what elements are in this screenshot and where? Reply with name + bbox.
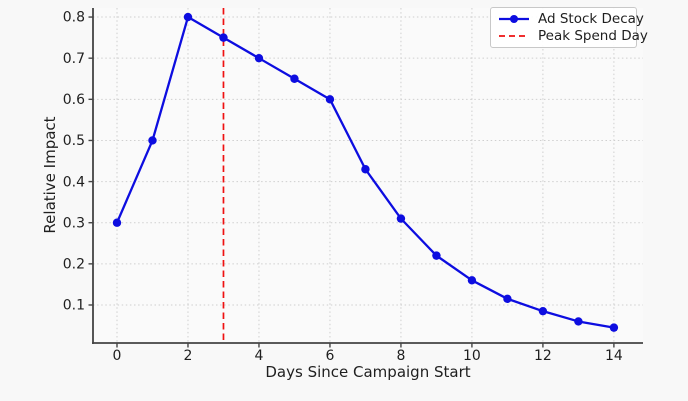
legend: Ad Stock Decay Peak Spend Day	[490, 7, 648, 48]
y-axis-label: Relative Impact	[41, 116, 59, 234]
x-tick-label: 4	[255, 348, 264, 364]
legend-label-ad-stock-decay: Ad Stock Decay	[538, 10, 644, 27]
data-point-marker	[538, 306, 548, 316]
x-tick-label: 8	[396, 348, 405, 364]
x-tick-label: 14	[605, 348, 623, 364]
x-tick-label: 2	[184, 348, 193, 364]
y-tick-label: 0.5	[63, 133, 85, 149]
data-point-marker	[325, 95, 335, 104]
x-tick-label: 10	[463, 348, 481, 364]
data-point-marker	[396, 214, 406, 223]
plot-background	[93, 8, 643, 343]
legend-item-ad-stock-decay: Ad Stock Decay	[497, 10, 644, 28]
legend-item-peak-spend-day: Peak Spend Day	[497, 28, 648, 46]
data-point-marker	[574, 317, 583, 326]
y-tick-label: 0.7	[63, 51, 85, 67]
y-tick-label: 0.1	[63, 298, 85, 314]
data-point-marker	[432, 251, 441, 260]
line-with-marker-swatch-icon	[499, 14, 529, 23]
data-point-marker	[503, 294, 512, 304]
dashed-line-swatch-icon	[499, 35, 529, 38]
y-tick-label: 0.8	[63, 10, 85, 26]
data-point-marker	[361, 165, 370, 174]
data-point-marker	[290, 74, 299, 83]
y-tick-label: 0.6	[63, 92, 85, 108]
data-point-marker	[609, 323, 619, 332]
x-axis-label: Days Since Campaign Start	[265, 363, 471, 381]
x-tick-label: 6	[325, 348, 334, 364]
x-tick-label: 0	[113, 348, 122, 364]
y-tick-label: 0.2	[63, 257, 85, 273]
data-point-marker	[467, 276, 477, 285]
y-tick-label: 0.3	[63, 215, 85, 231]
data-point-marker	[254, 53, 264, 63]
data-point-marker	[219, 33, 228, 42]
data-point-marker	[183, 12, 193, 22]
legend-label-peak-spend-day: Peak Spend Day	[538, 28, 648, 45]
data-point-marker	[112, 218, 122, 227]
y-tick-label: 0.4	[63, 174, 85, 190]
x-tick-label: 12	[534, 348, 552, 364]
data-point-marker	[148, 136, 157, 145]
